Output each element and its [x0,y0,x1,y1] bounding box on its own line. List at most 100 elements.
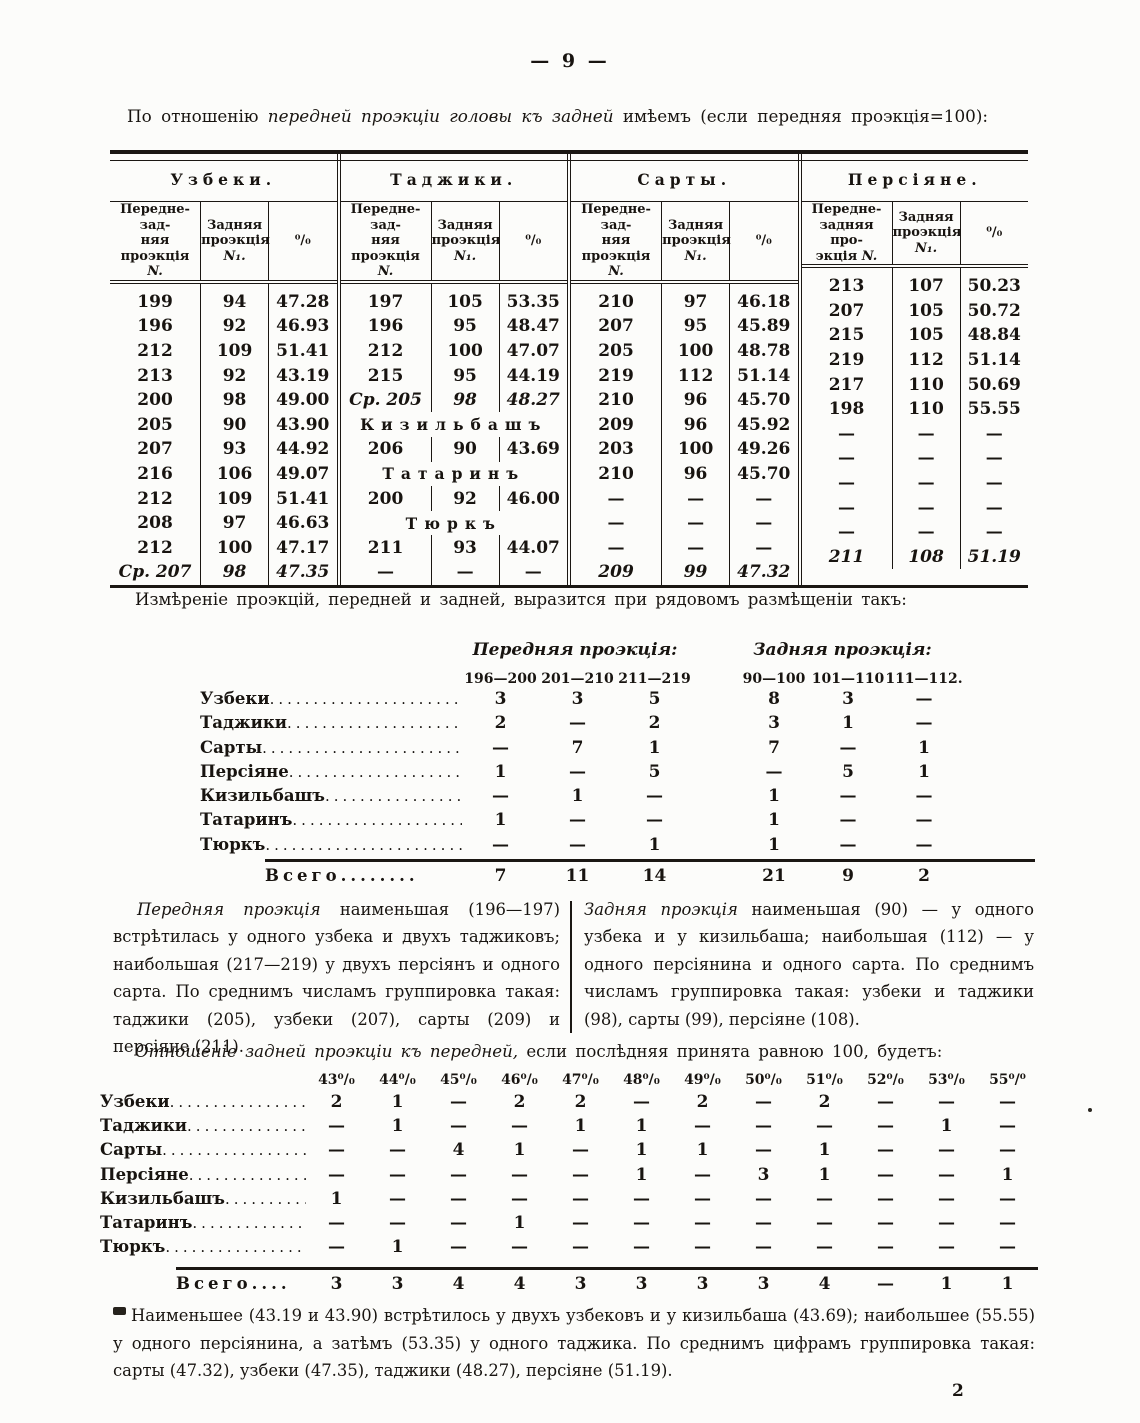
value-cell: — [511,1237,528,1258]
intro-post: имѣемъ (если передняя проэкція=100): [613,106,989,126]
commentary-left-text: наименьшая (196—197) встрѣтилась у одног… [113,900,560,1057]
value-cell: — [999,1116,1016,1137]
column-header-row: Передне-зад-няя проэкція N. Задняя проэкція… [340,201,567,284]
header-label-spacer [100,1072,306,1092]
ink-smudge-artifact [113,1307,126,1315]
table-cell: 44.07 [498,535,567,561]
table-row: 213 92 43.19 [110,363,337,388]
ethnic-group-column: Узбеки. Передне-зад-няя проэкція N. Задняя п… [110,154,337,585]
table-row: Тюркъ [341,511,568,536]
table-cell: 49.00 [268,387,337,413]
value-cell: — [328,1140,345,1161]
value-cell: — [694,1116,711,1137]
table-row: Татаринъ................................… [100,1213,1038,1237]
value-cell: 1 [330,1188,343,1209]
value-cell: — [915,810,933,831]
value-cell: — [646,810,663,831]
group-table: Персіяне. Передне-задняя про-экція N. Задн… [801,154,1028,570]
table-row: 213 107 50.23 [802,266,1028,299]
row-label: Узбеки..................................… [200,689,462,708]
table-row: 197 105 53.35 [341,281,567,315]
table-row: Татаринъ................................… [200,810,1035,834]
table-row: 196 95 48.47 [341,314,567,339]
column-header-cell: Задняя проэкція N₁. [661,201,731,284]
value-cell: — [755,1092,772,1112]
table-row: Узбеки..................................… [100,1092,1038,1116]
table-cell: — [661,486,730,511]
table-cell: 45.92 [729,412,798,438]
value-cell: 4 [818,1274,831,1295]
column-header-row: Передне-зад-няя проэкція N. Задняя проэкція… [571,201,798,284]
value-cell: 3 [635,1274,648,1295]
table-cell: 109 [200,338,269,364]
range-header-cell: 201—210 [541,671,614,687]
table-cell: — [729,486,798,511]
table-cell: 98 [200,387,269,413]
value-cell: — [877,1188,894,1209]
row-label-text: Тюркъ [200,834,266,854]
page-number-top: — 9 — [530,50,610,72]
value-cell: 11 [565,866,590,887]
lead-rear-projection: Задняя проэкція [584,900,738,919]
table-cell: 50.69 [959,372,1028,397]
value-cell: 1 [391,1092,404,1112]
table-cell: — [959,421,1028,447]
column-header-cell: ⁰/₀ [729,201,798,284]
table-cell: — [891,495,961,520]
table-row: 208 97 46.63 [110,510,337,536]
column-header-cell: ⁰/₀ [498,201,567,284]
group-table: Таджики. Передне-зад-няя проэкція N. Задняя… [340,154,568,585]
value-cell: — [938,1164,955,1185]
value-cell: — [999,1237,1016,1258]
table-row: Узбеки..................................… [200,689,1035,713]
table-cell: — [838,448,856,469]
value-cell: — [816,1237,833,1258]
value-cell: — [633,1092,650,1112]
row-label: Сарты...................................… [200,738,462,757]
table-cell: 213 [828,276,865,297]
value-cell: 8 [768,689,780,709]
value-cell: — [572,1237,589,1258]
table-row: 199 94 47.28 [110,281,337,315]
table-row: 215 105 48.84 [802,323,1028,348]
row-label: Всего........ [265,866,462,885]
table-cell: 92 [200,314,269,339]
value-cell: — [569,834,586,855]
table-row: 210 96 45.70 [571,387,798,413]
value-cell: — [572,1164,589,1185]
row-label: Таджики.................................… [100,1116,306,1135]
table-row: Кизильбашъ [341,412,568,437]
table-cell: — [607,513,625,534]
table-cell: 96 [661,461,730,487]
value-cell: 1 [940,1116,953,1137]
row-label-text: Тюркъ [100,1237,166,1257]
table-cell: 109 [200,486,269,511]
column-header-cell: Задняя проэкція N₁. [891,201,961,268]
value-cell: 1 [635,1116,648,1137]
table-cell: — [891,470,961,496]
table-row: 211 93 44.07 [341,535,567,561]
value-cell: — [450,1212,467,1233]
value-cell: — [765,761,783,782]
table-cell: 212 [137,340,173,361]
table-row: 215 95 44.19 [341,363,567,388]
table-row: Персіяне................................… [200,762,1035,786]
dot-leader: ........................................… [192,1213,306,1232]
table-cell: 209 [598,562,634,583]
table-cell: — [607,488,625,509]
table-cell: 44.19 [498,363,567,388]
dot-leader: ........................................… [162,1141,306,1160]
value-cell: — [492,834,509,855]
table-cell: 47.35 [268,560,337,585]
table-row: Тюркъ...................................… [100,1237,1038,1261]
value-cell: — [839,786,857,807]
section-heading-distribution: Измѣреніе проэкцій, передней и задней, в… [135,590,907,609]
value-cell: — [877,1212,894,1233]
ethnic-group-column: Персіяне. Передне-задняя про-экція N. Задн… [797,154,1028,585]
table-row: — — — [571,486,798,511]
table-cell: 100 [430,338,500,364]
table-cell: 105 [891,298,961,324]
summary-paragraph: Наименьшее (43.19 и 43.90) встрѣтилось у… [113,1302,1035,1385]
table-cell: 49.26 [729,437,798,462]
